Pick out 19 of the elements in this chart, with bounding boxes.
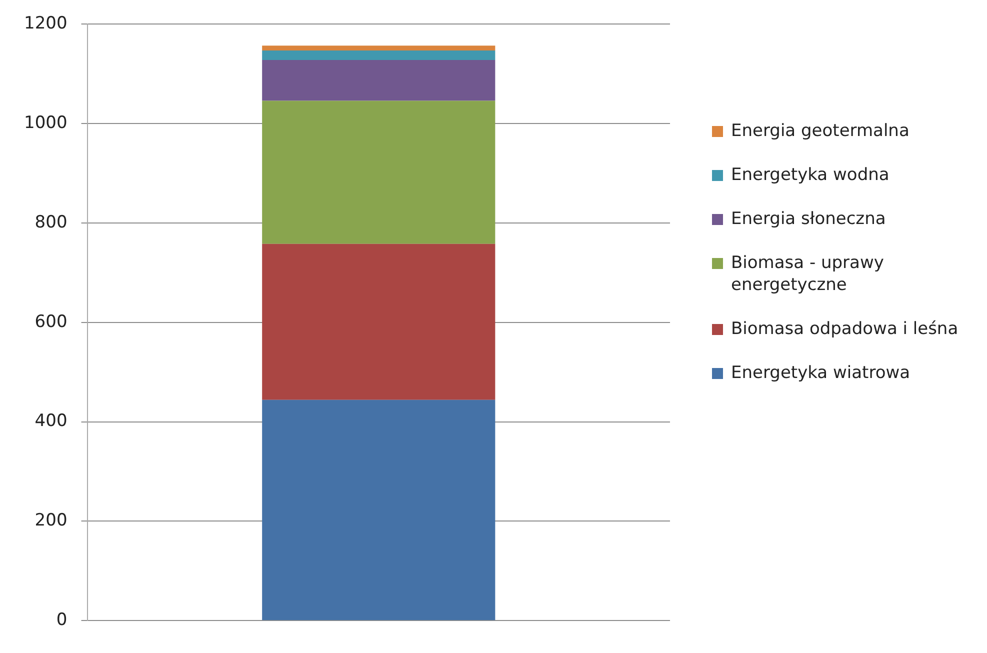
bar (262, 100, 496, 244)
legend-label: Energetyka wiatrowa (731, 362, 910, 384)
y-tick-label: 0 (56, 610, 68, 630)
y-tick-label: 1200 (24, 14, 68, 34)
y-tick-label: 400 (34, 411, 68, 432)
bar (262, 60, 496, 101)
bar (262, 50, 496, 60)
legend-label: Energetyka wodna (731, 164, 890, 186)
legend-label: Biomasa - uprawy energetyczne (731, 252, 885, 296)
legend-label: Biomasa odpadowa i leśna (731, 318, 958, 340)
legend-label: Energia geotermalna (731, 120, 910, 142)
bar (262, 46, 496, 51)
legend-label: Energia słoneczna (731, 208, 886, 230)
bar (262, 400, 496, 620)
y-tick-label: 800 (34, 212, 68, 232)
bar (262, 244, 496, 400)
y-tick-label: 600 (34, 312, 68, 332)
y-tick-label: 200 (34, 510, 68, 531)
y-tick-label: 1000 (24, 113, 68, 134)
